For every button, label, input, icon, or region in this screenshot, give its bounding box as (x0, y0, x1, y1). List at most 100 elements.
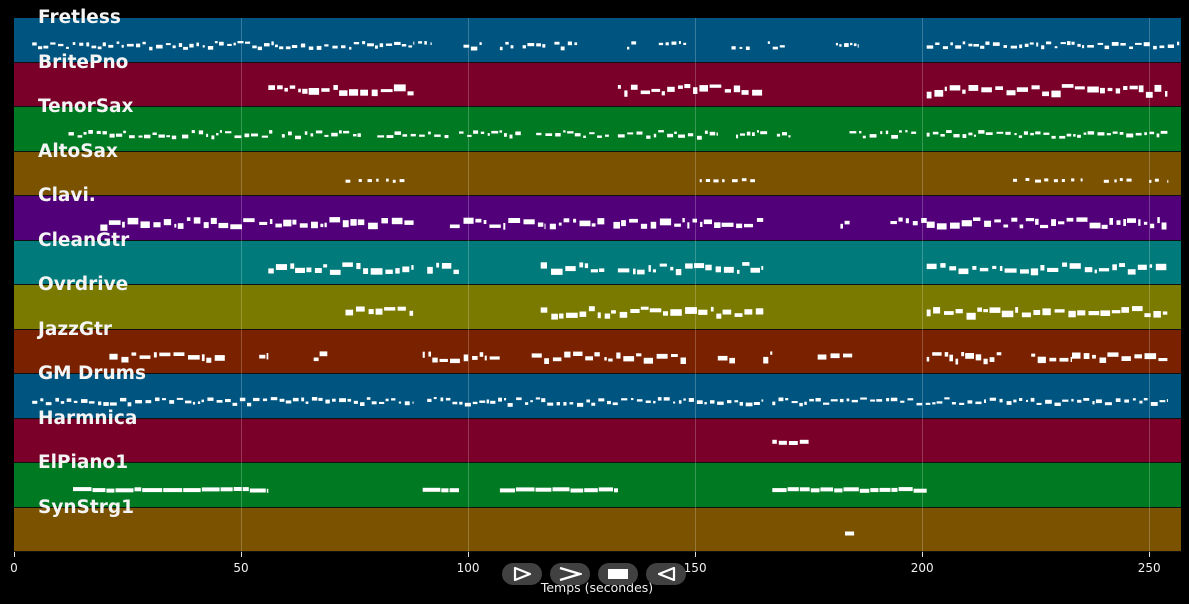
note (1067, 41, 1071, 46)
note (659, 218, 672, 226)
note (219, 130, 222, 133)
note (1124, 399, 1129, 403)
note (591, 223, 596, 227)
note (885, 130, 889, 135)
note (693, 86, 698, 94)
note (525, 402, 529, 405)
note (201, 353, 205, 361)
note (339, 398, 346, 403)
note (944, 311, 954, 315)
note (295, 135, 301, 140)
note (745, 46, 750, 50)
note (772, 439, 777, 444)
note (979, 267, 989, 271)
note (1066, 217, 1074, 222)
note (402, 134, 408, 137)
note (617, 267, 630, 272)
note (542, 44, 546, 48)
note (946, 130, 952, 133)
fast-forward-button[interactable] (550, 563, 590, 585)
note (395, 267, 400, 274)
note (1003, 45, 1007, 48)
track-elpiano1: ElPiano1 (14, 453, 1181, 508)
note (192, 401, 196, 405)
note (367, 178, 372, 182)
note (736, 223, 743, 229)
note (1119, 132, 1124, 135)
note (510, 45, 514, 49)
track-label: JazzGtr (38, 318, 113, 340)
note (570, 488, 584, 493)
note (345, 309, 354, 316)
track-fretless: Fretless (14, 8, 1181, 63)
note (1040, 264, 1045, 270)
note (879, 487, 891, 492)
rewind-button[interactable] (646, 563, 686, 585)
note-lane (109, 350, 1168, 364)
note (408, 45, 413, 48)
note (722, 178, 725, 182)
note (742, 261, 750, 266)
note (202, 45, 205, 48)
note (992, 42, 1000, 46)
note (744, 309, 753, 315)
note (1166, 399, 1168, 402)
note (123, 130, 126, 134)
note (357, 219, 365, 226)
note (1154, 178, 1159, 182)
note (404, 220, 414, 225)
note (588, 306, 595, 312)
note (353, 42, 360, 45)
note (306, 267, 312, 272)
note-lane (32, 41, 1180, 51)
play-button[interactable] (502, 563, 542, 585)
note (444, 135, 449, 139)
note (973, 217, 981, 221)
note (186, 217, 191, 221)
note (898, 217, 903, 222)
note (68, 132, 74, 136)
note (292, 219, 297, 225)
note (1087, 131, 1095, 135)
note (560, 46, 565, 51)
note (682, 218, 685, 223)
note (174, 223, 177, 228)
note (597, 135, 602, 138)
note (237, 41, 244, 44)
note (259, 221, 268, 225)
note (973, 44, 979, 47)
note (353, 400, 358, 404)
note (393, 83, 406, 91)
note (1019, 224, 1024, 229)
note (479, 400, 486, 403)
track-clavi-: Clavi. (14, 186, 1181, 241)
note (761, 265, 764, 270)
note (617, 84, 621, 89)
stop-button[interactable] (598, 563, 638, 585)
note (926, 356, 930, 361)
note (427, 266, 433, 274)
x-tick (695, 552, 697, 557)
note (612, 402, 618, 406)
note (721, 222, 734, 227)
note (574, 133, 581, 137)
note (467, 134, 472, 137)
note (574, 42, 578, 46)
note (973, 134, 976, 137)
note (412, 401, 414, 404)
x-tick (468, 552, 470, 557)
note (567, 41, 572, 46)
note (671, 353, 678, 357)
note (140, 221, 150, 228)
note (165, 43, 171, 46)
note (358, 178, 362, 182)
note (704, 130, 708, 134)
note (1127, 218, 1136, 223)
note (1059, 357, 1069, 362)
note (1035, 218, 1039, 225)
note (1149, 179, 1152, 183)
note (72, 42, 76, 45)
note (540, 261, 547, 269)
note (385, 269, 393, 274)
note (1076, 217, 1088, 222)
